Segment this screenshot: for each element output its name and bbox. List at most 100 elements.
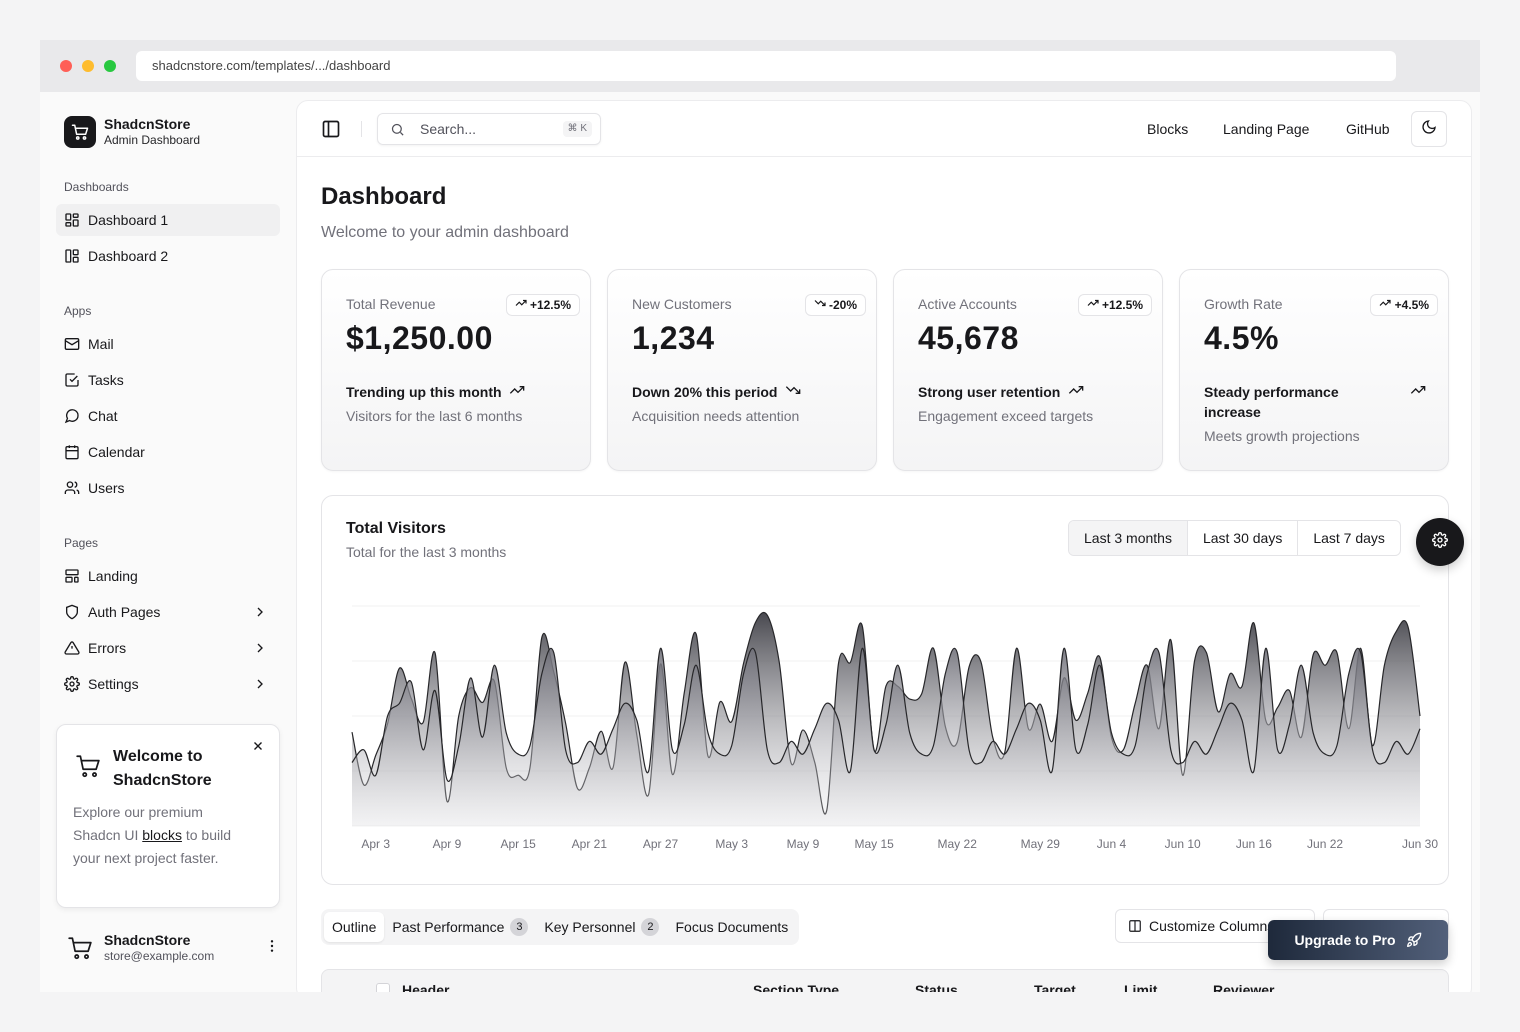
column-header-status[interactable]: Status bbox=[915, 982, 958, 992]
layout-dashboard-icon bbox=[64, 212, 80, 228]
blocks-link[interactable]: blocks bbox=[142, 827, 182, 843]
x-tick-label: Apr 9 bbox=[433, 837, 462, 851]
layout-template-icon bbox=[64, 568, 80, 584]
trending-up-icon bbox=[1087, 295, 1099, 315]
brand-name: ShadcnStore bbox=[104, 116, 191, 132]
series-area-1 bbox=[352, 648, 1420, 826]
stat-value: $1,250.00 bbox=[346, 320, 493, 356]
page-title: Dashboard bbox=[321, 183, 447, 210]
x-tick-label: Apr 15 bbox=[500, 837, 536, 851]
divider bbox=[361, 121, 362, 137]
sidebar-item-mail[interactable]: Mail bbox=[56, 328, 280, 360]
x-tick-label: Apr 21 bbox=[572, 837, 608, 851]
cart-icon bbox=[64, 932, 96, 964]
nav-link-blocks[interactable]: Blocks bbox=[1147, 121, 1189, 137]
tab-past-performance[interactable]: Past Performance 3 bbox=[384, 912, 536, 942]
sidebar-item-users[interactable]: Users bbox=[56, 472, 280, 504]
calendar-icon bbox=[64, 444, 80, 460]
settings-fab-button[interactable] bbox=[1416, 518, 1464, 566]
nav-link-landing-page[interactable]: Landing Page bbox=[1223, 121, 1310, 137]
upgrade-to-pro-button[interactable]: Upgrade to Pro bbox=[1268, 920, 1448, 960]
range-toggle-group: Last 3 months Last 30 days Last 7 days bbox=[1068, 520, 1401, 556]
column-header-section-type[interactable]: Section Type bbox=[753, 982, 840, 992]
x-tick-label: May 3 bbox=[715, 837, 748, 851]
column-header-target[interactable]: Target bbox=[1034, 982, 1076, 992]
range-last-7-days[interactable]: Last 7 days bbox=[1313, 530, 1385, 546]
alert-triangle-icon bbox=[64, 640, 80, 656]
search-icon bbox=[390, 122, 405, 142]
trending-down-icon bbox=[785, 382, 801, 403]
range-last-30-days[interactable]: Last 30 days bbox=[1188, 521, 1299, 555]
search-placeholder: Search... bbox=[420, 121, 477, 137]
address-bar[interactable]: shadcnstore.com/templates/.../dashboard bbox=[136, 51, 1396, 81]
search-input[interactable]: Search... ⌘ K bbox=[377, 113, 601, 145]
tab-outline[interactable]: Outline bbox=[324, 912, 385, 942]
range-last-3-months[interactable]: Last 3 months bbox=[1069, 521, 1188, 555]
column-header-reviewer[interactable]: Reviewer bbox=[1213, 982, 1275, 992]
sidebar-item-chat[interactable]: Chat bbox=[56, 400, 280, 432]
sidebar-item-label: Chat bbox=[88, 408, 118, 424]
stat-label: Active Accounts bbox=[918, 296, 1017, 312]
shield-icon bbox=[64, 604, 80, 620]
stat-card-new-customers: New Customers -20% 1,234 Down 20% this p… bbox=[607, 269, 877, 471]
sidebar-item-label: Settings bbox=[88, 676, 139, 692]
sidebar-item-errors[interactable]: Errors bbox=[56, 632, 280, 664]
sidebar-item-label: Landing bbox=[88, 568, 138, 584]
browser-window: shadcnstore.com/templates/.../dashboard … bbox=[40, 40, 1480, 992]
sidebar-item-dashboard-2[interactable]: Dashboard 2 bbox=[56, 240, 280, 272]
stat-card-total-revenue: Total Revenue +12.5% $1,250.00 Trending … bbox=[321, 269, 591, 471]
minimize-window-dot[interactable] bbox=[82, 60, 94, 72]
brand[interactable]: ShadcnStore Admin Dashboard bbox=[64, 116, 200, 148]
x-tick-label: May 22 bbox=[938, 837, 978, 851]
columns-icon bbox=[1128, 919, 1142, 933]
x-tick-label: May 29 bbox=[1021, 837, 1061, 851]
close-icon[interactable] bbox=[251, 739, 265, 758]
sidebar-item-calendar[interactable]: Calendar bbox=[56, 436, 280, 468]
nav-link-github[interactable]: GitHub bbox=[1346, 121, 1390, 137]
select-all-checkbox[interactable] bbox=[376, 983, 390, 992]
user-email: store@example.com bbox=[104, 949, 215, 963]
user-menu[interactable]: ShadcnStore store@example.com bbox=[64, 932, 280, 964]
table-header-row: Header Section Type Status Target Limit … bbox=[321, 969, 1449, 992]
stat-badge: +12.5% bbox=[505, 294, 580, 316]
sidebar-item-label: Dashboard 2 bbox=[88, 248, 169, 264]
sidebar-item-tasks[interactable]: Tasks bbox=[56, 364, 280, 396]
stat-card-active-accounts: Active Accounts +12.5% 45,678 Strong use… bbox=[893, 269, 1163, 471]
sidebar-item-auth-pages[interactable]: Auth Pages bbox=[56, 596, 280, 628]
column-header-limit[interactable]: Limit bbox=[1124, 982, 1158, 992]
user-name: ShadcnStore bbox=[104, 932, 191, 948]
tab-key-personnel[interactable]: Key Personnel 2 bbox=[536, 912, 667, 942]
stat-card-growth-rate: Growth Rate +4.5% 4.5% Steady performanc… bbox=[1179, 269, 1449, 471]
series-line-1 bbox=[351, 647, 1421, 782]
stat-value: 4.5% bbox=[1204, 320, 1279, 356]
sidebar-item-settings[interactable]: Settings bbox=[56, 668, 280, 700]
sidebar-item-label: Mail bbox=[88, 336, 114, 352]
series-line-0 bbox=[351, 611, 1421, 815]
top-bar: Search... ⌘ K Blocks Landing Page GitHub bbox=[297, 101, 1471, 157]
rocket-icon bbox=[1406, 932, 1422, 948]
check-square-icon bbox=[64, 372, 80, 388]
tab-focus-documents[interactable]: Focus Documents bbox=[675, 919, 789, 935]
more-vertical-icon[interactable] bbox=[264, 938, 280, 959]
x-tick-label: May 9 bbox=[787, 837, 820, 851]
stat-description: Visitors for the last 6 months bbox=[346, 408, 523, 424]
column-header-header[interactable]: Header bbox=[402, 982, 450, 992]
sidebar-item-label: Auth Pages bbox=[88, 604, 161, 620]
stat-label: Total Revenue bbox=[346, 296, 436, 312]
sidebar-item-label: Errors bbox=[88, 640, 127, 656]
close-window-dot[interactable] bbox=[60, 60, 72, 72]
trending-up-icon bbox=[515, 295, 527, 315]
sidebar-item-label: Calendar bbox=[88, 444, 145, 460]
sidebar-toggle-icon[interactable] bbox=[321, 119, 341, 144]
theme-toggle-button[interactable] bbox=[1411, 111, 1447, 147]
layout-panels-icon bbox=[64, 248, 80, 264]
trending-up-icon bbox=[1068, 382, 1084, 403]
sidebar-item-landing[interactable]: Landing bbox=[56, 560, 280, 592]
count-badge: 3 bbox=[510, 918, 529, 936]
stat-description: Acquisition needs attention bbox=[632, 408, 800, 424]
total-visitors-card: Total Visitors Total for the last 3 mont… bbox=[321, 495, 1449, 885]
maximize-window-dot[interactable] bbox=[104, 60, 116, 72]
chart-subtitle: Total for the last 3 months bbox=[346, 544, 507, 560]
sidebar-item-dashboard-1[interactable]: Dashboard 1 bbox=[56, 204, 280, 236]
x-tick-label: Jun 22 bbox=[1307, 837, 1343, 851]
